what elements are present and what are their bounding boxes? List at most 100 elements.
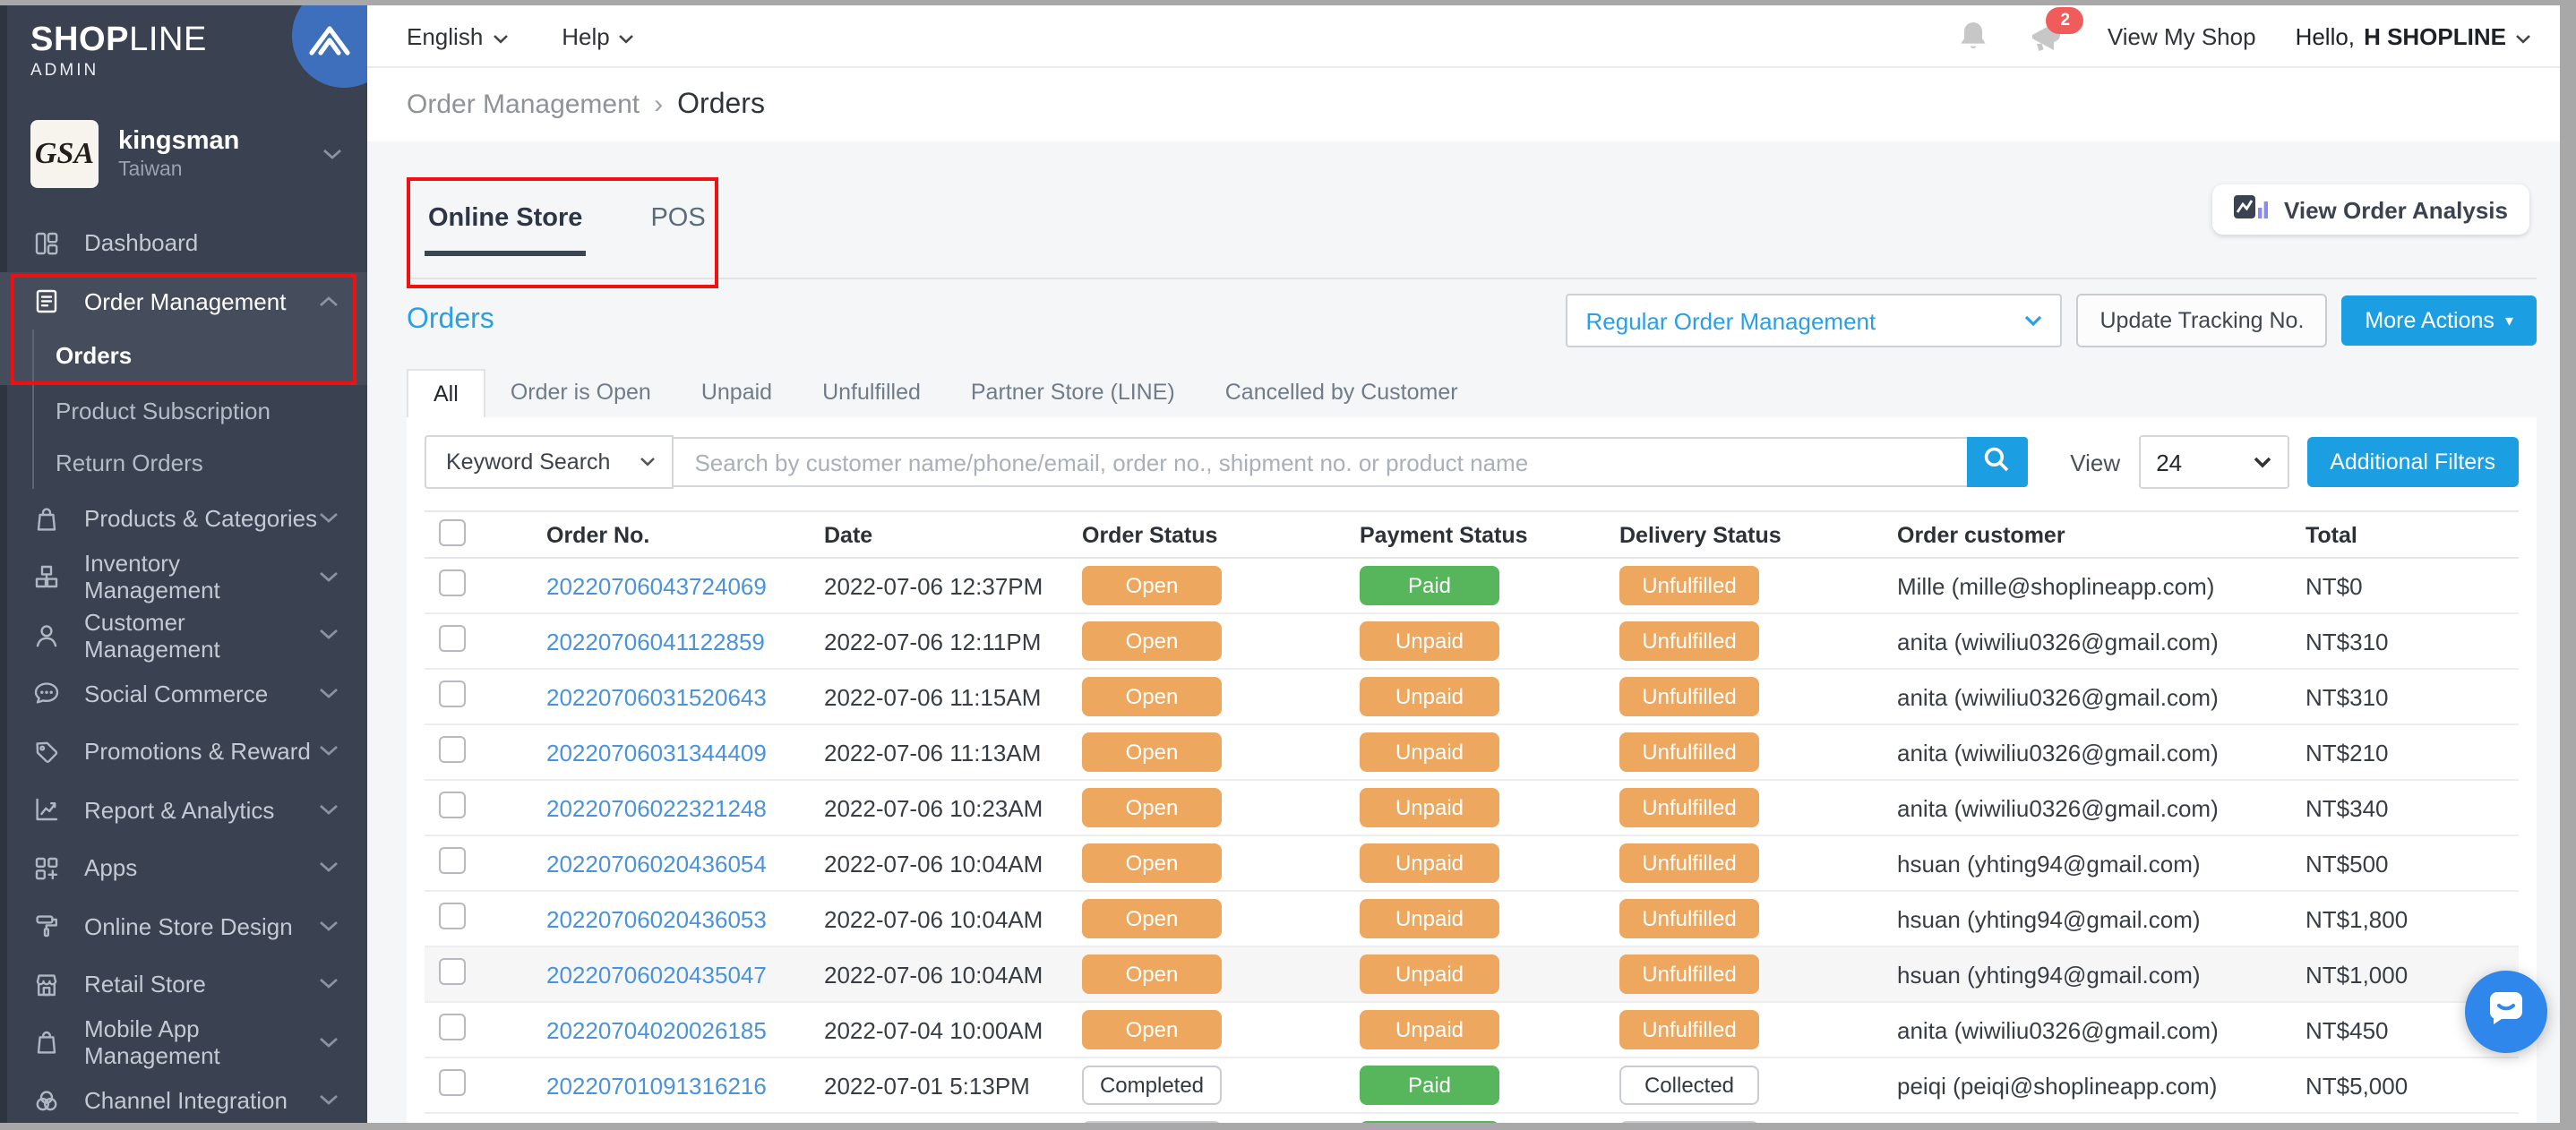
store-region: Taiwan <box>118 160 239 182</box>
order-number-link[interactable]: 20220706020435047 <box>546 961 767 988</box>
row-checkbox[interactable] <box>439 1069 466 1096</box>
filter-tab-unfulfilled[interactable]: Unfulfilled <box>797 369 946 415</box>
view-order-analysis-button[interactable]: View Order Analysis <box>2212 184 2529 235</box>
status-badge: Unfulfilled <box>1619 899 1759 938</box>
table-row: 20220701091244711 2022-07-01 5:12PM Comp… <box>425 1113 2519 1123</box>
order-number-link[interactable]: 20220706031520643 <box>546 683 767 710</box>
sidebar-item-social-commerce[interactable]: Social Commerce <box>0 664 367 723</box>
row-checkbox[interactable] <box>439 569 466 596</box>
inventory-icon <box>32 562 61 591</box>
order-customer: hsuan (yhting94@gmail.com) <box>1897 835 2306 891</box>
filter-tab-all[interactable]: All <box>407 369 485 417</box>
status-badge: Open <box>1082 843 1222 883</box>
sidebar-item-products-categories[interactable]: Products & Categories <box>0 490 367 548</box>
tab-pos[interactable]: POS <box>650 204 705 249</box>
row-checkbox[interactable] <box>439 736 466 763</box>
sidebar-item-channel-integration[interactable]: Channel Integration <box>0 1072 367 1123</box>
filter-tab-partner-store-line[interactable]: Partner Store (LINE) <box>946 369 1200 415</box>
column-header-payment-status: Payment Status <box>1360 511 1619 558</box>
order-number-link[interactable]: 20220706020436054 <box>546 850 767 877</box>
sidebar-item-retail-store[interactable]: Retail Store <box>0 955 367 1014</box>
tab-online-store[interactable]: Online Store <box>428 204 582 249</box>
keyword-type-select[interactable]: Keyword Search <box>425 435 673 489</box>
row-checkbox[interactable] <box>439 625 466 652</box>
page-content: Online Store POS View Order Analysis Ord… <box>367 141 2560 1123</box>
bell-icon[interactable] <box>1959 20 1989 52</box>
order-number-link[interactable]: 20220706031344409 <box>546 739 767 766</box>
order-mode-select[interactable]: Regular Order Management <box>1567 294 2063 347</box>
status-badge: Unfulfilled <box>1619 732 1759 772</box>
filter-tab-order-is-open[interactable]: Order is Open <box>485 369 676 415</box>
status-badge: Paid <box>1360 1066 1499 1105</box>
order-total: NT$1,800 <box>2306 891 2519 946</box>
page-size-select[interactable]: 24 <box>2138 435 2288 489</box>
sidebar-item-apps[interactable]: Apps <box>0 839 367 897</box>
sidebar-item-customer-management[interactable]: Customer Management <box>0 606 367 664</box>
search-input[interactable] <box>673 437 1966 487</box>
row-checkbox[interactable] <box>439 681 466 707</box>
status-badge: Unpaid <box>1360 1010 1499 1049</box>
chevron-down-icon <box>319 570 339 583</box>
mobile-app-icon <box>32 1028 61 1057</box>
sidebar-subitem-return-orders[interactable]: Return Orders <box>0 438 367 490</box>
update-tracking-button[interactable]: Update Tracking No. <box>2077 294 2328 347</box>
breadcrumb-parent[interactable]: Order Management <box>407 90 640 120</box>
chat-bubble-icon <box>2483 984 2529 1040</box>
order-date: 2022-07-01 5:13PM <box>824 1057 1082 1113</box>
channel-icon <box>32 1086 61 1115</box>
order-number-link[interactable]: 20220706022321248 <box>546 794 767 821</box>
sidebar-item-dashboard[interactable]: Dashboard <box>0 214 367 272</box>
select-all-checkbox[interactable] <box>439 518 466 545</box>
row-checkbox[interactable] <box>439 792 466 818</box>
search-row: Keyword Search View 24 Additional Filter… <box>425 435 2519 489</box>
order-number-link[interactable]: 20220704020026185 <box>546 1016 767 1043</box>
order-number-link[interactable]: 20220701091316216 <box>546 1072 767 1099</box>
merchant-switcher[interactable]: GSA kingsman Taiwan <box>30 121 342 189</box>
order-total: NT$5,000 <box>2306 1057 2519 1113</box>
filter-tab-cancelled-by-customer[interactable]: Cancelled by Customer <box>1200 369 1483 415</box>
order-date: 2022-07-06 10:04AM <box>824 835 1082 891</box>
order-customer: peiqi (peiqi@shoplineapp.com) <box>1897 1113 2306 1123</box>
store-design-icon <box>32 912 61 940</box>
table-row: 20220706043724069 2022-07-06 12:37PM Ope… <box>425 558 2519 613</box>
row-checkbox[interactable] <box>439 847 466 874</box>
orders-table-header: Order No.DateOrder StatusPayment StatusD… <box>425 511 2519 558</box>
order-date: 2022-07-06 10:04AM <box>824 891 1082 946</box>
order-number-link[interactable]: 20220706043724069 <box>546 572 767 599</box>
view-my-shop-link[interactable]: View My Shop <box>2108 22 2256 49</box>
order-date: 2022-07-06 12:11PM <box>824 613 1082 669</box>
row-checkbox[interactable] <box>439 958 466 985</box>
sidebar-item-report-analytics[interactable]: Report & Analytics <box>0 781 367 839</box>
sidebar-subitem-orders[interactable]: Orders <box>0 330 367 382</box>
customer-icon <box>32 621 61 649</box>
chevron-down-icon <box>319 745 339 758</box>
chevron-up-icon <box>319 295 339 307</box>
sidebar-item-online-store-design[interactable]: Online Store Design <box>0 897 367 955</box>
order-date: 2022-07-06 11:15AM <box>824 669 1082 724</box>
more-actions-button[interactable]: More Actions ▾ <box>2341 295 2537 346</box>
search-button[interactable] <box>1966 437 2027 487</box>
language-menu[interactable]: English <box>407 22 508 49</box>
sidebar-item-inventory-management[interactable]: Inventory Management <box>0 548 367 606</box>
sidebar-item-mobile-app-management[interactable]: Mobile App Management <box>0 1014 367 1072</box>
announcements-icon[interactable]: 2 <box>2029 19 2068 53</box>
order-date: 2022-07-06 12:37PM <box>824 558 1082 613</box>
additional-filters-button[interactable]: Additional Filters <box>2306 437 2519 487</box>
orders-panel: Keyword Search View 24 Additional Filter… <box>407 417 2537 1123</box>
column-header-delivery-status: Delivery Status <box>1619 511 1897 558</box>
user-menu[interactable]: Hello, H SHOPLINE <box>2296 22 2531 49</box>
chevron-down-icon <box>319 1036 339 1049</box>
status-badge: Paid <box>1360 566 1499 605</box>
help-menu[interactable]: Help <box>562 22 635 49</box>
sidebar-item-promotions-reward[interactable]: Promotions & Reward <box>0 723 367 781</box>
sidebar-item-order-management[interactable]: Order Management <box>0 272 367 330</box>
order-total: NT$5,000 <box>2306 1113 2519 1123</box>
row-checkbox[interactable] <box>439 1014 466 1040</box>
order-number-link[interactable]: 20220706041122859 <box>546 628 765 655</box>
order-number-link[interactable]: 20220706020436053 <box>546 905 767 932</box>
chat-widget-button[interactable] <box>2465 971 2547 1053</box>
filter-tab-unpaid[interactable]: Unpaid <box>676 369 797 415</box>
row-checkbox[interactable] <box>439 903 466 929</box>
sidebar-subitem-product-subscription[interactable]: Product Subscription <box>0 386 367 438</box>
order-filter-tabs: AllOrder is OpenUnpaidUnfulfilledPartner… <box>407 369 2537 417</box>
